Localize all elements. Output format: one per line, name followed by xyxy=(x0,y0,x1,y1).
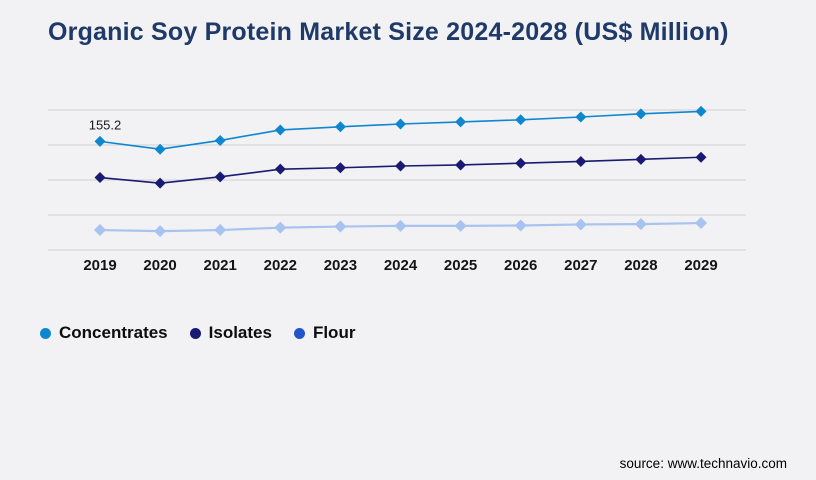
source-text: source: www.technavio.com xyxy=(619,456,787,471)
legend-item-concentrates: Concentrates xyxy=(40,323,168,343)
data-point-isolates-2024 xyxy=(395,160,406,172)
x-axis-label-2022: 2022 xyxy=(264,257,297,274)
data-point-isolates-2023 xyxy=(334,162,346,174)
legend-label-concentrates: Concentrates xyxy=(59,323,168,342)
data-point-concentrates-2029 xyxy=(695,105,707,117)
x-axis-label-2023: 2023 xyxy=(324,257,357,274)
legend-marker-flour-icon xyxy=(293,327,305,339)
legend-marker-isolates-icon xyxy=(189,327,201,339)
data-point-isolates-2019 xyxy=(94,172,106,184)
data-point-flour-2025 xyxy=(454,219,467,232)
data-point-flour-2021 xyxy=(214,224,227,237)
data-point-concentrates-2027 xyxy=(575,111,587,123)
x-axis-label-2026: 2026 xyxy=(504,257,537,274)
data-point-isolates-2025 xyxy=(455,159,467,171)
data-point-flour-2028 xyxy=(634,218,647,231)
data-label-concentrates-2019: 155.2 xyxy=(89,117,122,132)
x-axis-label-2028: 2028 xyxy=(624,257,657,274)
data-point-isolates-2022 xyxy=(274,163,286,175)
x-axis-label-2020: 2020 xyxy=(143,257,176,274)
x-axis-label-2029: 2029 xyxy=(684,257,717,274)
data-point-isolates-2027 xyxy=(575,155,587,167)
x-axis-label-2024: 2024 xyxy=(384,257,418,274)
data-point-concentrates-2026 xyxy=(515,114,527,126)
data-point-isolates-2020 xyxy=(154,177,166,189)
data-point-concentrates-2028 xyxy=(635,108,647,120)
data-point-flour-2023 xyxy=(334,220,347,233)
data-point-flour-2024 xyxy=(394,219,407,232)
x-axis-label-2019: 2019 xyxy=(83,257,116,274)
legend-item-flour: Flour xyxy=(293,323,356,343)
legend-label-isolates: Isolates xyxy=(208,323,272,342)
data-point-isolates-2029 xyxy=(695,151,707,163)
x-axis-label-2021: 2021 xyxy=(204,257,237,274)
data-point-flour-2020 xyxy=(154,225,167,238)
legend-item-isolates: Isolates xyxy=(189,323,272,343)
data-point-isolates-2028 xyxy=(635,153,647,165)
chart-title: Organic Soy Protein Market Size 2024-202… xyxy=(48,18,729,46)
data-point-flour-2027 xyxy=(574,218,587,231)
chart-legend: Concentrates Isolates Flour xyxy=(40,323,355,343)
x-axis-label-2027: 2027 xyxy=(564,257,597,274)
data-point-concentrates-2022 xyxy=(274,124,286,136)
data-point-flour-2022 xyxy=(274,221,287,234)
data-point-isolates-2021 xyxy=(214,171,226,183)
data-point-flour-2019 xyxy=(94,224,106,237)
data-point-flour-2029 xyxy=(695,217,707,230)
data-point-isolates-2026 xyxy=(515,157,527,169)
data-point-concentrates-2025 xyxy=(455,116,467,128)
legend-label-flour: Flour xyxy=(312,323,356,342)
data-point-flour-2026 xyxy=(514,219,527,232)
line-chart: 2019 2020 2021 2022 2023 2024 2025 2026 2027 2028… xyxy=(48,105,746,274)
data-point-concentrates-2024 xyxy=(395,118,406,130)
x-axis-label-2025: 2025 xyxy=(444,257,477,274)
data-point-concentrates-2021 xyxy=(214,134,226,146)
series-line-concentrates xyxy=(99,110,702,151)
data-point-concentrates-2023 xyxy=(334,121,346,133)
legend-marker-concentrates-icon xyxy=(40,327,51,339)
data-point-concentrates-2019 xyxy=(94,135,106,147)
data-point-concentrates-2020 xyxy=(154,143,166,155)
